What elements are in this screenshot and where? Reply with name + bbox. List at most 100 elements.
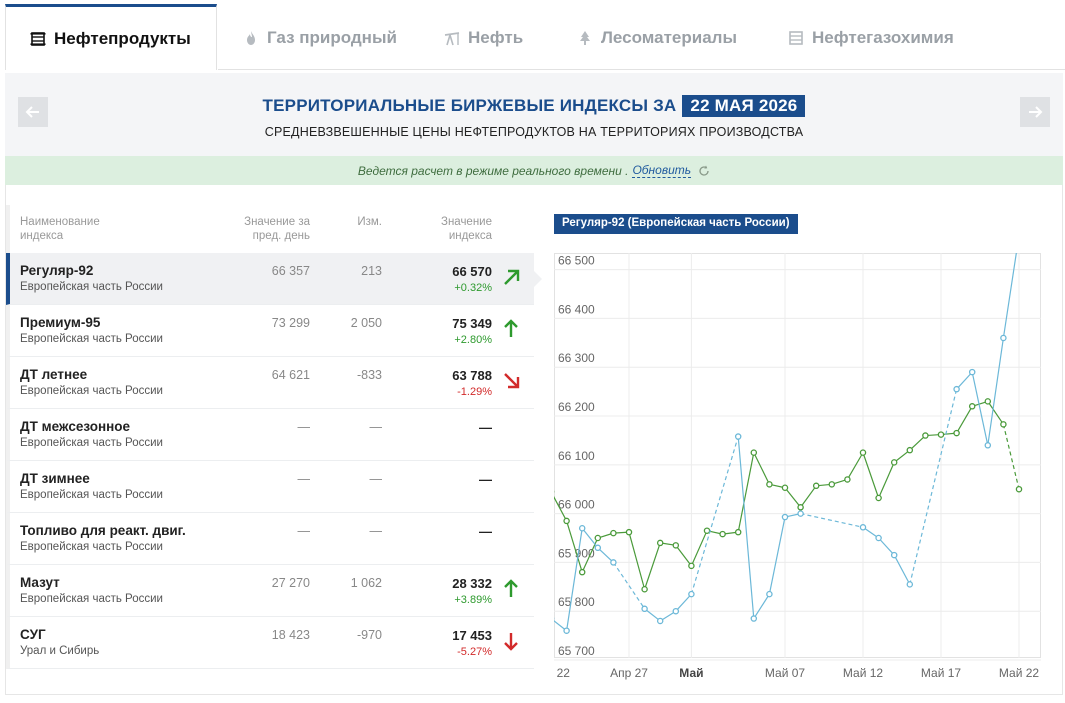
change-value: 2 050 bbox=[350, 316, 382, 330]
refresh-icon[interactable] bbox=[698, 165, 710, 177]
table-row[interactable]: СУГ Урал и Сибирь 18 423 -970 17 453 -5.27% bbox=[6, 617, 534, 669]
series-blue-point bbox=[610, 559, 617, 566]
table-row[interactable]: Топливо для реакт. двиг. Европейская част… bbox=[6, 513, 534, 565]
index-region: Урал и Сибирь bbox=[20, 645, 100, 657]
header-value: Значение индекса bbox=[441, 216, 492, 242]
index-value: 17 453 bbox=[452, 628, 492, 643]
series-green-point bbox=[719, 530, 726, 538]
tab-label: Нефть bbox=[468, 28, 524, 47]
series-blue-point bbox=[766, 590, 773, 598]
series-green-point bbox=[766, 481, 773, 488]
series-blue-segment bbox=[753, 593, 770, 619]
table-row[interactable]: ДТ зимнее Европейская часть России — — — bbox=[6, 461, 534, 513]
table-row[interactable]: Регуляр-92 Европейская часть России 66 357… bbox=[6, 253, 542, 305]
series-blue-point bbox=[968, 368, 976, 376]
arrow-up-icon bbox=[504, 319, 518, 337]
tabs-divider bbox=[218, 69, 1065, 70]
percent-change: +0.32% bbox=[454, 282, 492, 294]
page-title-text: ТЕРРИТОРИАЛЬНЫЕ БИРЖЕВЫЕ ИНДЕКСЫ ЗА bbox=[262, 96, 677, 115]
content-frame bbox=[5, 73, 1063, 695]
series-blue-segment bbox=[737, 436, 755, 619]
series-green-segment bbox=[753, 452, 770, 485]
index-name: Премиум-95 bbox=[20, 315, 101, 330]
percent-change: -5.27% bbox=[457, 646, 492, 658]
tab-label: Нефтегазохимия bbox=[812, 28, 954, 47]
prev-date-button[interactable] bbox=[18, 97, 48, 127]
table-row[interactable]: Мазут Европейская часть России 27 270 1 062… bbox=[6, 565, 534, 617]
percent-change: -1.29% bbox=[457, 386, 492, 398]
series-green-point bbox=[1015, 485, 1023, 493]
prev-value: 27 270 bbox=[271, 576, 310, 590]
chart-border bbox=[554, 253, 1041, 658]
header-prev: Значение за пред. день bbox=[244, 216, 310, 242]
prev-value: 73 299 bbox=[271, 316, 310, 330]
selection-pointer bbox=[534, 271, 542, 287]
status-text: Ведется расчет в режиме реального времен… bbox=[357, 163, 629, 178]
arrow-up-icon bbox=[504, 269, 520, 285]
oil-barrel-icon bbox=[30, 31, 46, 46]
index-value: 28 332 bbox=[452, 576, 492, 591]
tab-crude-oil[interactable]: Нефть bbox=[444, 4, 523, 70]
table-row[interactable]: ДТ летнее Европейская часть России 64 621 -… bbox=[6, 357, 534, 409]
refresh-link[interactable]: Обновить bbox=[632, 163, 692, 178]
series-blue-point bbox=[641, 605, 648, 613]
series-green-point bbox=[828, 481, 836, 488]
series-blue-segment bbox=[878, 537, 895, 556]
series-blue-point bbox=[859, 524, 867, 531]
series-blue-segment bbox=[800, 513, 864, 528]
series-green-point bbox=[563, 517, 570, 525]
header-change: Изм. bbox=[357, 216, 382, 228]
y-tick-label: 66 400 bbox=[558, 302, 595, 316]
table-row[interactable]: ДТ межсезонное Европейская часть России — —… bbox=[6, 409, 534, 461]
y-tick-label: 66 500 bbox=[558, 254, 595, 268]
date-badge[interactable]: 22 МАЯ 2026 bbox=[682, 95, 806, 117]
series-blue-point bbox=[578, 525, 586, 532]
series-green-segment bbox=[800, 485, 817, 508]
index-value: — bbox=[479, 420, 492, 435]
change-value: — bbox=[369, 524, 383, 538]
arrow-left-icon bbox=[25, 106, 39, 118]
index-name: ДТ летнее bbox=[20, 367, 88, 382]
index-name: Регуляр-92 bbox=[20, 263, 94, 278]
tab-natural-gas[interactable]: Газ природный bbox=[243, 4, 397, 70]
change-value: -970 bbox=[356, 628, 382, 642]
prev-value: — bbox=[297, 420, 311, 434]
series-blue-point bbox=[563, 627, 570, 634]
percent-change: +2.80% bbox=[454, 334, 492, 346]
series-blue-segment bbox=[581, 527, 599, 549]
index-name: Мазут bbox=[20, 575, 60, 590]
y-tick-label: 65 800 bbox=[558, 595, 595, 609]
series-green-point bbox=[625, 528, 633, 536]
prev-value: 64 621 bbox=[271, 368, 310, 382]
series-green-segment bbox=[784, 487, 802, 508]
tab-timber[interactable]: Лесоматериалы bbox=[577, 4, 737, 70]
tab-label: Лесоматериалы bbox=[601, 28, 737, 47]
series-green-segment bbox=[878, 462, 895, 499]
series-green-point bbox=[750, 449, 758, 456]
series-blue-segment bbox=[597, 547, 614, 563]
series-green-segment bbox=[987, 401, 1004, 425]
series-blue-segment bbox=[644, 608, 661, 622]
series-green-point bbox=[797, 504, 804, 511]
table-row[interactable]: Премиум-95 Европейская часть России 73 299… bbox=[6, 305, 534, 357]
index-region: Европейская часть России bbox=[20, 593, 163, 605]
series-green-segment bbox=[893, 449, 911, 463]
arrow-down-icon bbox=[504, 633, 518, 651]
series-blue-segment bbox=[554, 620, 567, 632]
series-green-point bbox=[641, 585, 648, 593]
index-value: — bbox=[479, 472, 492, 487]
tab-petrochemicals[interactable]: Нефтегазохимия bbox=[788, 4, 954, 70]
series-green-segment bbox=[690, 530, 708, 567]
index-name: ДТ зимнее bbox=[20, 471, 90, 486]
x-tick-label: Май bbox=[679, 666, 703, 680]
tab-label: Газ природный bbox=[267, 28, 397, 47]
header-name: Наименование индекса bbox=[20, 216, 100, 242]
product-tabs: Нефтепродукты Газ природный Нефть Лесома… bbox=[0, 0, 1065, 70]
tab-oil-products[interactable]: Нефтепродукты bbox=[5, 4, 217, 70]
y-tick-label: 66 300 bbox=[558, 351, 595, 365]
oil-pump-icon bbox=[444, 32, 460, 46]
next-date-button[interactable] bbox=[1020, 97, 1050, 127]
index-region: Европейская часть России bbox=[20, 437, 163, 449]
percent-change: +3.89% bbox=[454, 594, 492, 606]
